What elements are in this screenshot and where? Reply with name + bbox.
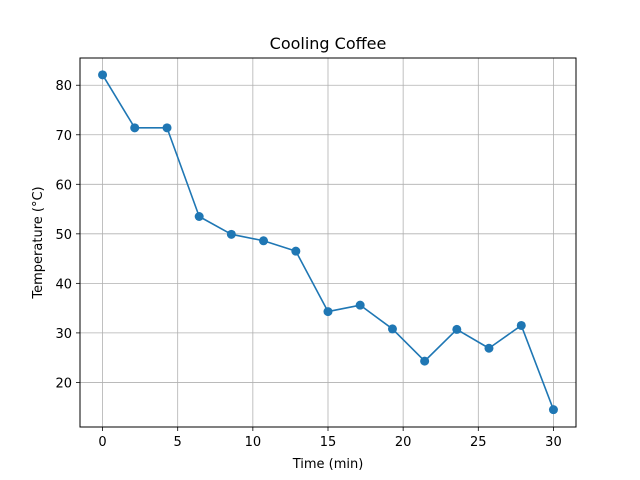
- y-axis-label: Temperature (°C): [31, 186, 46, 299]
- x-tick-label: 30: [545, 435, 562, 450]
- grid: [80, 58, 576, 427]
- data-point: [548, 405, 558, 415]
- data-point: [484, 343, 494, 353]
- y-tick-label: 30: [55, 327, 72, 342]
- data-point: [259, 236, 269, 246]
- data-point: [226, 229, 236, 239]
- data-point: [130, 123, 140, 133]
- data-point: [162, 123, 172, 133]
- data-point: [194, 211, 204, 221]
- data-point: [355, 300, 365, 310]
- plot-frame: [79, 57, 577, 428]
- data-point: [98, 70, 108, 80]
- chart-title: Cooling Coffee: [270, 34, 387, 53]
- data-point: [387, 324, 397, 334]
- y-tick-label: 60: [55, 178, 72, 193]
- x-axis-label: Time (min): [292, 457, 364, 472]
- y-tick-label: 40: [55, 277, 72, 292]
- data-point: [323, 307, 333, 317]
- data-point: [420, 356, 430, 366]
- y-tick-label: 70: [55, 129, 72, 144]
- y-tick-label: 20: [55, 376, 72, 391]
- x-tick-label: 15: [320, 435, 337, 450]
- data-point: [291, 246, 301, 256]
- data-series: [98, 70, 558, 415]
- y-tick-label: 80: [55, 79, 72, 94]
- x-tick-label: 20: [395, 435, 412, 450]
- axis-ticks: 0 5 10 15 20 25 30 20 30 40 50 60 70 80: [55, 79, 561, 450]
- data-point: [516, 320, 526, 330]
- data-point: [452, 324, 462, 334]
- x-tick-label: 0: [98, 435, 106, 450]
- x-tick-label: 5: [174, 435, 182, 450]
- y-tick-label: 50: [55, 228, 72, 243]
- x-tick-label: 25: [470, 435, 487, 450]
- x-tick-label: 10: [245, 435, 262, 450]
